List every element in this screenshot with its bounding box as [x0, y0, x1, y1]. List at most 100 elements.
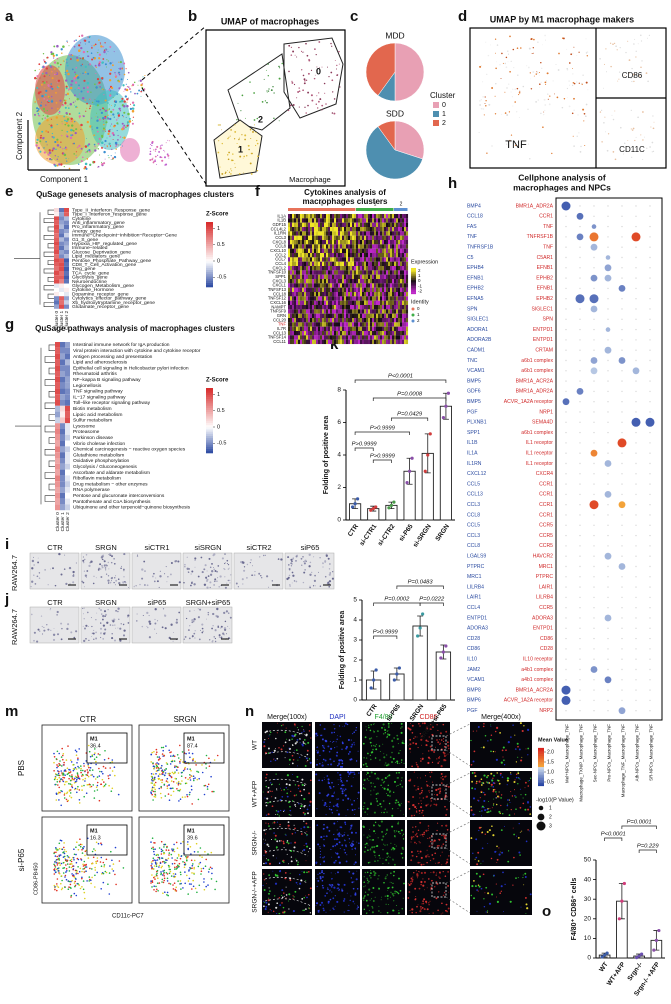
- texture-dot: [152, 776, 154, 778]
- texture-cell: [382, 266, 384, 270]
- texture-dot: [90, 105, 92, 107]
- panel-letter: m: [5, 703, 18, 720]
- texture-dot: [230, 617, 232, 619]
- texture-dot: [59, 100, 61, 102]
- texture-dot: [613, 119, 615, 121]
- texture-cell: [304, 253, 306, 257]
- texture-dot: [97, 52, 98, 53]
- texture-cell: [392, 275, 394, 279]
- texture-cell: [322, 327, 324, 331]
- texture-dot: [641, 40, 642, 41]
- texture-dot: [57, 781, 59, 783]
- texture-cell: [366, 309, 368, 313]
- legend-gradient: [538, 754, 544, 756]
- texture-cell: [378, 236, 380, 240]
- texture-dot: [58, 792, 60, 794]
- texture-cell: [288, 257, 290, 261]
- texture-dot: [114, 577, 116, 579]
- texture-dot: [220, 636, 222, 638]
- texture-dot: [182, 761, 184, 763]
- texture-cell: [304, 279, 306, 283]
- texture-cell: [344, 331, 346, 335]
- dot: [562, 202, 571, 211]
- texture-dot: [256, 140, 257, 141]
- texture-cell: [324, 318, 326, 322]
- texture-cell: [388, 257, 390, 261]
- texture-cell: [368, 214, 370, 218]
- texture-dot: [632, 129, 633, 130]
- texture-cell: [344, 270, 346, 274]
- texture-cell: [294, 253, 296, 257]
- texture-dot: [98, 39, 100, 41]
- background-dot: [649, 514, 650, 515]
- texture-dot: [96, 756, 98, 758]
- legend-gradient: [206, 233, 213, 235]
- texture-dot: [41, 131, 43, 133]
- background-dot: [565, 257, 566, 258]
- texture-dot: [61, 791, 63, 793]
- texture-cell: [292, 296, 294, 300]
- background-dot: [649, 576, 650, 577]
- texture-cell: [356, 340, 358, 344]
- texture-cell: [344, 322, 346, 326]
- row-label: Vibrio cholerae infection: [73, 441, 125, 447]
- texture-cell: [298, 227, 300, 231]
- texture-dot: [77, 775, 79, 777]
- texture-cell: [308, 283, 310, 287]
- texture-cell: [328, 249, 330, 253]
- texture-dot: [178, 784, 180, 786]
- texture-cell: [356, 240, 358, 244]
- texture-cell: [392, 335, 394, 339]
- texture-dot: [111, 637, 113, 639]
- background-dot: [621, 483, 622, 484]
- texture-cell: [366, 322, 368, 326]
- texture-dot: [39, 77, 40, 78]
- row-label: Glutamate_receptor_gene: [72, 304, 129, 310]
- texture-dot: [42, 626, 43, 627]
- texture-cell: [370, 270, 372, 274]
- texture-dot: [479, 104, 481, 106]
- receptor-label: TNF: [543, 245, 553, 251]
- texture-cell: [340, 314, 342, 318]
- legend-gradient: [206, 399, 213, 401]
- texture-dot: [106, 117, 108, 119]
- texture-cell: [350, 309, 352, 313]
- texture-cell: [350, 327, 352, 331]
- texture-dot: [247, 564, 248, 565]
- texture-dot: [653, 151, 654, 152]
- texture-cell: [406, 240, 408, 244]
- texture-cell: [386, 227, 388, 231]
- texture-dot: [110, 125, 111, 126]
- texture-cell: [348, 314, 350, 318]
- texture-dot: [152, 787, 154, 789]
- texture-cell: [360, 231, 362, 235]
- texture-dot: [75, 73, 77, 75]
- heatmap-cell: [65, 487, 70, 493]
- texture-dot: [577, 114, 578, 115]
- texture-dot: [69, 113, 71, 115]
- texture-cell: [306, 301, 308, 305]
- texture-cell: [396, 214, 398, 218]
- texture-dot: [75, 750, 77, 752]
- texture-cell: [316, 288, 318, 292]
- texture-cell: [300, 244, 302, 248]
- texture-cell: [382, 257, 384, 261]
- texture-dot: [166, 762, 168, 764]
- texture-cell: [322, 253, 324, 257]
- texture-dot: [105, 767, 107, 769]
- background-dot: [579, 494, 580, 495]
- texture-cell: [332, 227, 334, 231]
- texture-dot: [69, 98, 70, 99]
- texture-dot: [109, 62, 111, 64]
- background-dot: [607, 298, 608, 299]
- texture-cell: [402, 327, 404, 331]
- texture-cell: [316, 305, 318, 309]
- texture-dot: [117, 124, 118, 125]
- texture-cell: [352, 244, 354, 248]
- ligand-label: ADORA2B: [467, 337, 492, 343]
- texture-cell: [312, 296, 314, 300]
- texture-cell: [396, 296, 398, 300]
- texture-cell: [336, 253, 338, 257]
- texture-cell: [386, 301, 388, 305]
- texture-dot: [193, 633, 195, 635]
